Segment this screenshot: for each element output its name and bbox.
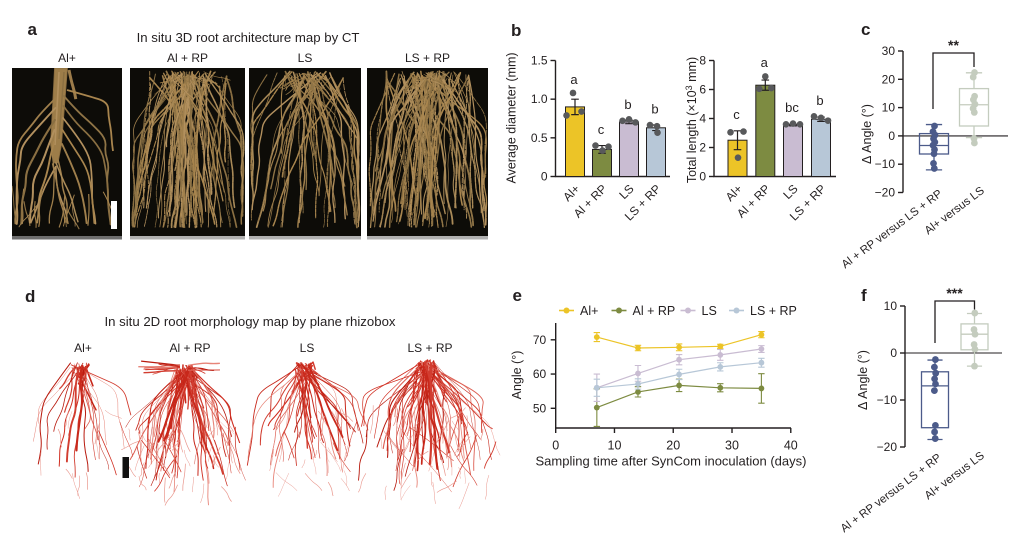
svg-text:Δ Angle (°): Δ Angle (°) — [860, 104, 874, 164]
svg-text:0: 0 — [890, 346, 897, 360]
svg-text:LS: LS — [702, 304, 717, 318]
svg-text:bc: bc — [785, 100, 799, 115]
svg-text:10: 10 — [882, 101, 896, 115]
svg-text:0: 0 — [541, 170, 548, 184]
svg-text:LS + RP: LS + RP — [407, 341, 452, 355]
svg-text:d: d — [25, 287, 35, 306]
svg-text:b: b — [816, 93, 823, 108]
svg-text:Al + RP: Al + RP — [633, 304, 676, 318]
svg-text:10: 10 — [884, 299, 898, 313]
svg-text:1.0: 1.0 — [531, 92, 548, 106]
svg-text:0: 0 — [888, 129, 895, 143]
svg-text:Δ Angle (°): Δ Angle (°) — [856, 350, 870, 410]
svg-text:LS: LS — [300, 341, 315, 355]
svg-text:b: b — [624, 97, 631, 112]
svg-text:0: 0 — [552, 439, 559, 453]
svg-text:a: a — [570, 72, 578, 87]
svg-text:Al + RP: Al + RP — [169, 341, 210, 355]
svg-text:Total length (×103 mm): Total length (×103 mm) — [684, 57, 699, 183]
svg-text:LS + RP: LS + RP — [750, 304, 797, 318]
svg-text:2: 2 — [699, 141, 706, 155]
svg-text:0: 0 — [699, 170, 706, 184]
svg-text:30: 30 — [725, 439, 739, 453]
svg-text:Al + RP: Al + RP — [167, 51, 208, 65]
svg-text:8: 8 — [699, 54, 706, 68]
svg-text:Average diameter (mm): Average diameter (mm) — [505, 52, 519, 183]
svg-text:In situ 2D root morphology map: In situ 2D root morphology map by plane … — [104, 314, 395, 329]
svg-text:Al+: Al+ — [58, 51, 76, 65]
svg-text:50: 50 — [533, 401, 547, 415]
svg-text:70: 70 — [533, 333, 547, 347]
svg-text:−20: −20 — [877, 440, 898, 454]
svg-text:Angle (°): Angle (°) — [510, 351, 524, 400]
svg-text:**: ** — [948, 37, 959, 53]
svg-text:LS: LS — [298, 51, 313, 65]
svg-text:Al+: Al+ — [74, 341, 92, 355]
svg-text:a: a — [761, 55, 769, 70]
svg-text:30: 30 — [882, 44, 896, 58]
svg-text:4: 4 — [699, 112, 706, 126]
svg-text:−20: −20 — [875, 186, 896, 200]
svg-text:60: 60 — [533, 367, 547, 381]
svg-text:e: e — [513, 286, 522, 305]
svg-text:−10: −10 — [875, 157, 896, 171]
svg-text:LS + RP: LS + RP — [405, 51, 450, 65]
svg-text:6: 6 — [699, 83, 706, 97]
svg-text:10: 10 — [608, 439, 622, 453]
svg-text:Sampling time after SynCom ino: Sampling time after SynCom inoculation (… — [536, 454, 807, 469]
svg-text:40: 40 — [784, 439, 798, 453]
svg-text:a: a — [28, 20, 38, 39]
svg-text:Al+: Al+ — [580, 304, 598, 318]
svg-text:f: f — [861, 286, 867, 305]
svg-text:20: 20 — [666, 439, 680, 453]
svg-text:b: b — [651, 101, 658, 116]
svg-text:b: b — [511, 21, 521, 40]
svg-text:0.5: 0.5 — [531, 131, 548, 145]
svg-text:c: c — [598, 122, 605, 137]
svg-text:***: *** — [946, 285, 963, 301]
svg-text:−10: −10 — [877, 393, 898, 407]
svg-text:c: c — [733, 107, 740, 122]
svg-text:c: c — [861, 20, 870, 39]
svg-text:1.5: 1.5 — [531, 54, 548, 68]
svg-text:20: 20 — [882, 72, 896, 86]
svg-text:In situ 3D root architecture m: In situ 3D root architecture map by CT — [137, 30, 360, 45]
